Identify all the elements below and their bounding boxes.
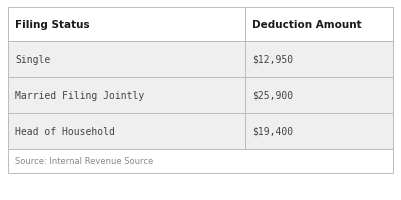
Text: $25,900: $25,900 xyxy=(252,91,293,100)
Text: $19,400: $19,400 xyxy=(252,126,293,136)
Bar xyxy=(245,8,393,42)
Bar xyxy=(245,42,393,78)
Text: Filing Status: Filing Status xyxy=(15,20,90,30)
Bar xyxy=(8,42,245,78)
Bar xyxy=(8,78,245,113)
Bar xyxy=(245,113,393,149)
Text: Deduction Amount: Deduction Amount xyxy=(252,20,361,30)
Bar xyxy=(8,113,245,149)
Text: Single: Single xyxy=(15,55,50,65)
Text: Source: Internal Revenue Source: Source: Internal Revenue Source xyxy=(15,157,153,166)
Text: Head of Household: Head of Household xyxy=(15,126,115,136)
Bar xyxy=(8,8,245,42)
Bar xyxy=(8,149,393,173)
Text: Married Filing Jointly: Married Filing Jointly xyxy=(15,91,144,100)
Text: $12,950: $12,950 xyxy=(252,55,293,65)
Bar xyxy=(245,78,393,113)
